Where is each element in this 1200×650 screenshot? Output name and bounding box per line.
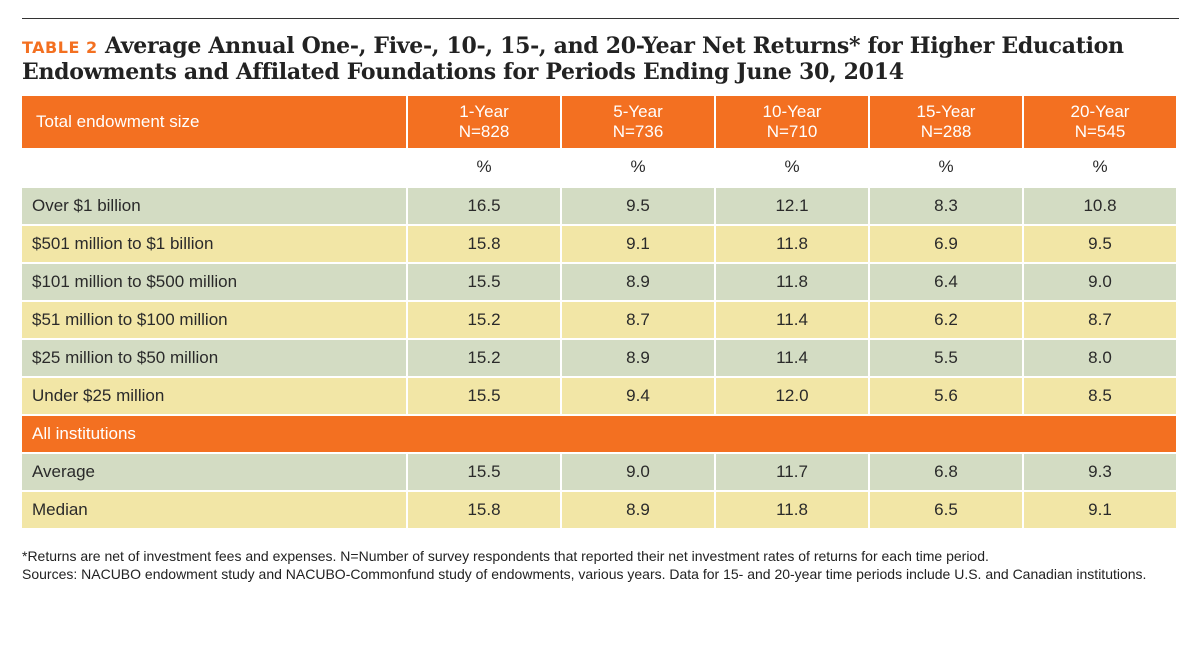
column-period: 15-Year [916,102,976,121]
column-header-1-year: 1-Year N=828 [407,96,562,148]
value-cell: 9.0 [1023,262,1176,301]
column-n: N=288 [920,122,972,141]
value-cell: 12.1 [715,186,870,225]
value-cell: 6.5 [869,490,1024,528]
value-cell: 11.8 [715,262,870,301]
column-n: N=545 [1074,122,1126,141]
unit-cell: % [1092,157,1108,176]
value-cell: 11.7 [715,452,870,491]
unit-cell: % [407,148,562,187]
value-cell: 9.3 [1023,452,1176,491]
value-cell: 15.8 [407,224,562,263]
value-cell: 16.5 [407,186,562,225]
value-cell: 6.9 [869,224,1024,263]
row-label: Average [22,452,408,491]
table-row: $501 million to $1 billion 15.8 9.1 11.8… [22,224,1176,263]
value-cell: 15.2 [407,300,562,339]
value-cell: 5.6 [869,376,1024,415]
value-cell: 8.9 [561,338,716,377]
table-row: $25 million to $50 million 15.2 8.9 11.4… [22,338,1176,377]
row-label: Under $25 million [22,376,408,415]
unit-cell: % [715,148,870,187]
value-cell: 8.5 [1023,376,1176,415]
row-label: $501 million to $1 billion [22,224,408,263]
value-cell: 11.8 [715,490,870,528]
column-period: 5-Year [613,102,663,121]
value-cell: 9.0 [561,452,716,491]
table-title: TABLE 2 Average Annual One-, Five-, 10-,… [22,34,1172,85]
column-header-size: Total endowment size [22,96,408,148]
returns-table: Total endowment size 1-Year N=828 5-Year N… [22,96,1176,528]
value-cell: 11.4 [715,300,870,339]
value-cell: 6.2 [869,300,1024,339]
section-row-all-institutions: All institutions [22,414,1176,453]
value-cell: 9.1 [1023,490,1176,528]
value-cell: 15.5 [407,262,562,301]
unit-row: % % % % % [22,148,1176,187]
value-cell: 8.3 [869,186,1024,225]
column-header-5-year: 5-Year N=736 [561,96,716,148]
summary-row-average: Average 15.5 9.0 11.7 6.8 9.3 [22,452,1176,491]
column-header-20-year: 20-Year N=545 [1023,96,1176,148]
sources-note: Sources: NACUBO endowment study and NACU… [22,566,1147,582]
section-label: All institutions [22,414,1176,453]
table-row: $101 million to $500 million 15.5 8.9 11… [22,262,1176,301]
value-cell: 6.4 [869,262,1024,301]
row-label: Over $1 billion [22,186,408,225]
value-cell: 15.8 [407,490,562,528]
column-period: 20-Year [1070,102,1130,121]
value-cell: 15.5 [407,376,562,415]
table-header-row: Total endowment size 1-Year N=828 5-Year N… [22,96,1176,148]
table-row: Under $25 million 15.5 9.4 12.0 5.6 8.5 [22,376,1176,415]
column-period: 1-Year [459,102,509,121]
value-cell: 8.9 [561,262,716,301]
value-cell: 9.4 [561,376,716,415]
table-title-text: Average Annual One-, Five-, 10-, 15-, an… [22,33,1124,85]
table-row: $51 million to $100 million 15.2 8.7 11.… [22,300,1176,339]
value-cell: 9.5 [561,186,716,225]
value-cell: 8.7 [561,300,716,339]
row-label: $101 million to $500 million [22,262,408,301]
footnote: *Returns are net of investment fees and … [22,548,989,564]
value-cell: 8.9 [561,490,716,528]
value-cell: 5.5 [869,338,1024,377]
column-header-10-year: 10-Year N=710 [715,96,870,148]
column-header-15-year: 15-Year N=288 [869,96,1024,148]
column-period: 10-Year [762,102,822,121]
value-cell: 9.1 [561,224,716,263]
value-cell: 15.5 [407,452,562,491]
column-n: N=828 [458,122,510,141]
value-cell: 6.8 [869,452,1024,491]
unit-cell-empty [22,148,408,187]
value-cell: 15.2 [407,338,562,377]
table-notes: *Returns are net of investment fees and … [22,547,1172,583]
value-cell: 8.7 [1023,300,1176,339]
row-label: $51 million to $100 million [22,300,408,339]
value-cell: 12.0 [715,376,870,415]
value-cell: 11.8 [715,224,870,263]
value-cell: 9.5 [1023,224,1176,263]
table-row: Over $1 billion 16.5 9.5 12.1 8.3 10.8 [22,186,1176,225]
unit-cell: % [869,148,1024,187]
column-n: N=736 [612,122,664,141]
summary-row-median: Median 15.8 8.9 11.8 6.5 9.1 [22,490,1176,528]
row-label: $25 million to $50 million [22,338,408,377]
unit-cell: % [561,148,716,187]
value-cell: 8.0 [1023,338,1176,377]
table-number: TABLE 2 [22,38,98,57]
top-rule [22,18,1179,19]
value-cell: 11.4 [715,338,870,377]
value-cell: 10.8 [1023,186,1176,225]
column-n: N=710 [766,122,818,141]
row-label: Median [22,490,408,528]
